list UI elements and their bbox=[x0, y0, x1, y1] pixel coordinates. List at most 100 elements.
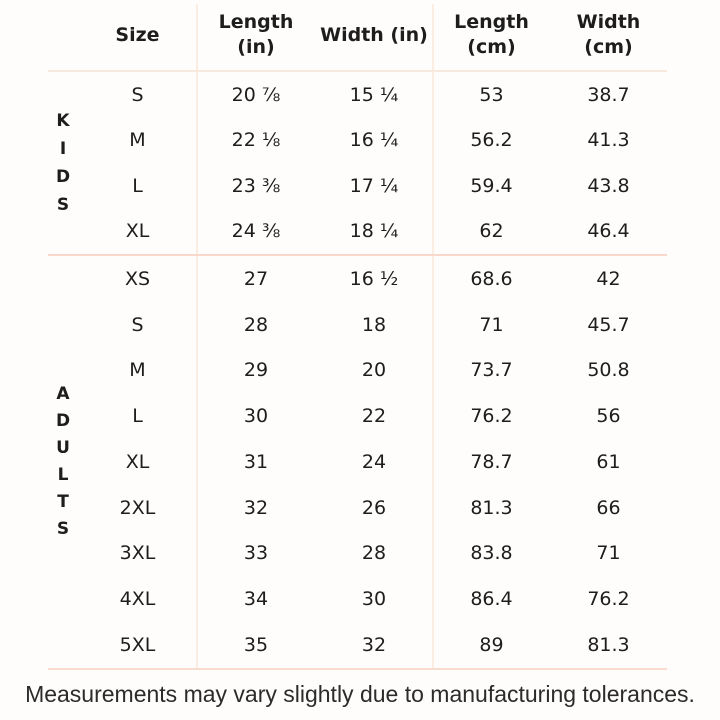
col-header-size-label: Size bbox=[115, 23, 160, 46]
adults-section-label: ADULTS bbox=[53, 384, 73, 547]
cell-length-cm: 83.8 bbox=[470, 542, 513, 565]
cell-width-cm: 50.8 bbox=[587, 359, 630, 382]
cell-length-in: 35 bbox=[243, 634, 269, 656]
cell-length-cm: 86.4 bbox=[470, 588, 513, 611]
cell-length-cm: 89 bbox=[479, 634, 504, 656]
table-row: L 30 22 76.2 56 bbox=[48, 393, 667, 439]
cell-width-cm: 61 bbox=[596, 450, 621, 473]
cell-width-in: 26 bbox=[361, 496, 387, 519]
cell-width-cm: 45.7 bbox=[587, 313, 630, 336]
cell-length-in: 27 bbox=[243, 267, 269, 290]
cell-size: 3XL bbox=[119, 542, 156, 565]
cell-length-in: 22 ⅛ bbox=[231, 129, 281, 152]
table-row: 2XL 32 26 81.3 66 bbox=[48, 485, 667, 531]
cell-length-in: 30 bbox=[243, 405, 269, 428]
cell-width-cm: 66 bbox=[596, 496, 621, 519]
col-header-width-in: Width (in) bbox=[315, 0, 433, 70]
cell-size: L bbox=[132, 405, 143, 428]
table-row: M 29 20 73.7 50.8 bbox=[48, 348, 667, 394]
cell-size: 2XL bbox=[119, 496, 156, 519]
tolerance-note: Measurements may vary slightly due to ma… bbox=[25, 681, 695, 707]
col-header-size: Size bbox=[78, 0, 197, 70]
kids-section-label: KIDS bbox=[53, 111, 73, 223]
cell-length-cm: 76.2 bbox=[470, 405, 513, 428]
cell-length-cm: 56.2 bbox=[470, 129, 513, 152]
table-row: XL 24 ⅜ 18 ¼ 62 46.4 bbox=[48, 209, 667, 255]
vertical-divider-1 bbox=[196, 4, 198, 668]
cell-width-in: 18 ¼ bbox=[349, 220, 399, 243]
vertical-divider-2 bbox=[432, 4, 434, 668]
cell-width-in: 22 bbox=[361, 405, 387, 428]
col-header-width-cm-line1: Width bbox=[576, 11, 641, 34]
cell-width-cm: 38.7 bbox=[587, 83, 630, 106]
cell-size: L bbox=[132, 174, 143, 197]
cell-length-in: 32 bbox=[243, 496, 269, 519]
cell-length-in: 31 bbox=[243, 450, 269, 473]
cell-length-cm: 78.7 bbox=[470, 450, 513, 473]
col-header-width-cm: Width (cm) bbox=[550, 0, 667, 70]
table-row: 5XL 35 32 89 81.3 bbox=[48, 622, 667, 668]
col-header-length-cm: Length (cm) bbox=[433, 0, 550, 70]
table-row: XL 31 24 78.7 61 bbox=[48, 439, 667, 485]
cell-length-in: 23 ⅜ bbox=[231, 174, 281, 197]
adults-section: ADULTS XS 27 16 ½ 68.6 42 S 28 18 71 45.… bbox=[48, 256, 667, 670]
table-row: S 20 ⅞ 15 ¼ 53 38.7 bbox=[48, 72, 667, 118]
cell-length-in: 28 bbox=[243, 313, 269, 336]
table-row: M 22 ⅛ 16 ¼ 56.2 41.3 bbox=[48, 118, 667, 164]
cell-width-in: 28 bbox=[361, 542, 387, 565]
cell-width-in: 30 bbox=[361, 588, 387, 611]
cell-length-cm: 59.4 bbox=[470, 174, 513, 197]
col-header-width-cm-line2: (cm) bbox=[584, 36, 633, 58]
cell-width-in: 17 ¼ bbox=[349, 174, 399, 197]
cell-length-in: 34 bbox=[243, 588, 269, 611]
cell-size: M bbox=[129, 359, 146, 382]
col-header-length-in-line1: Length bbox=[218, 11, 294, 34]
cell-size: XL bbox=[125, 220, 150, 243]
cell-length-cm: 53 bbox=[479, 83, 504, 106]
cell-width-cm: 43.8 bbox=[587, 174, 630, 197]
cell-width-cm: 46.4 bbox=[587, 220, 630, 243]
cell-size: 5XL bbox=[119, 634, 156, 656]
cell-length-cm: 62 bbox=[479, 220, 504, 243]
col-header-length-cm-line2: (cm) bbox=[467, 36, 516, 58]
cell-width-cm: 81.3 bbox=[587, 634, 630, 656]
cell-length-in: 24 ⅜ bbox=[231, 220, 281, 243]
cell-width-cm: 42 bbox=[596, 267, 621, 290]
cell-width-in: 18 bbox=[361, 313, 387, 336]
cell-width-in: 16 ½ bbox=[349, 267, 399, 290]
cell-size: 4XL bbox=[119, 588, 156, 611]
table-row: XS 27 16 ½ 68.6 42 bbox=[48, 256, 667, 302]
cell-width-cm: 56 bbox=[596, 405, 621, 428]
cell-size: S bbox=[131, 83, 144, 106]
cell-width-cm: 41.3 bbox=[587, 129, 630, 152]
col-header-width-in-label: Width (in) bbox=[320, 23, 428, 46]
size-table: Size Length (in) Width (in) Length (cm) … bbox=[48, 0, 667, 670]
cell-length-cm: 73.7 bbox=[470, 359, 513, 382]
cell-size: XS bbox=[124, 267, 151, 290]
table-header-row: Size Length (in) Width (in) Length (cm) … bbox=[48, 0, 667, 72]
cell-width-cm: 71 bbox=[596, 542, 621, 565]
cell-length-cm: 68.6 bbox=[470, 267, 513, 290]
cell-width-cm: 76.2 bbox=[587, 588, 630, 611]
cell-width-in: 24 bbox=[361, 450, 387, 473]
col-header-length-in: Length (in) bbox=[197, 0, 315, 70]
cell-width-in: 32 bbox=[361, 634, 387, 656]
cell-size: M bbox=[129, 129, 146, 152]
cell-size: S bbox=[131, 313, 144, 336]
col-header-length-cm-line1: Length bbox=[454, 11, 529, 34]
table-row: S 28 18 71 45.7 bbox=[48, 302, 667, 348]
col-header-length-in-line2: (in) bbox=[237, 36, 275, 58]
cell-length-cm: 71 bbox=[479, 313, 504, 336]
cell-length-cm: 81.3 bbox=[470, 496, 513, 519]
cell-width-in: 16 ¼ bbox=[349, 129, 399, 152]
cell-length-in: 29 bbox=[243, 359, 269, 382]
table-row: 3XL 33 28 83.8 71 bbox=[48, 531, 667, 577]
cell-length-in: 20 ⅞ bbox=[231, 83, 281, 106]
cell-width-in: 20 bbox=[361, 359, 387, 382]
cell-length-in: 33 bbox=[243, 542, 269, 565]
table-row: L 23 ⅜ 17 ¼ 59.4 43.8 bbox=[48, 163, 667, 209]
cell-width-in: 15 ¼ bbox=[349, 83, 399, 106]
cell-size: XL bbox=[125, 450, 150, 473]
table-row: 4XL 34 30 86.4 76.2 bbox=[48, 576, 667, 622]
